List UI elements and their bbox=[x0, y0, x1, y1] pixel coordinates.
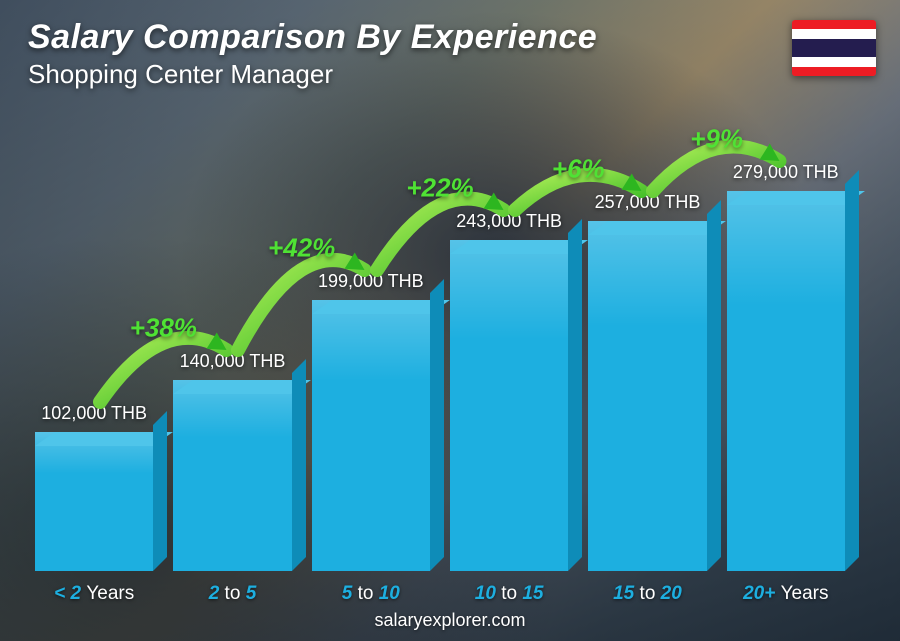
footer-attribution: salaryexplorer.com bbox=[374, 610, 525, 631]
bar-side-face bbox=[430, 279, 444, 571]
bar-value-label: 279,000 THB bbox=[733, 162, 839, 183]
bar-front-face bbox=[450, 240, 568, 571]
bar-category-label: < 2 Years bbox=[54, 583, 134, 605]
flag-stripe bbox=[792, 29, 876, 38]
bar-side-face bbox=[568, 219, 582, 571]
flag-stripe bbox=[792, 57, 876, 66]
flag-thailand bbox=[792, 20, 876, 76]
bar bbox=[173, 380, 291, 571]
flag-stripe bbox=[792, 39, 876, 58]
bar-side-face bbox=[153, 411, 167, 571]
bar-category-label: 2 to 5 bbox=[209, 583, 257, 605]
title-block: Salary Comparison By Experience Shopping… bbox=[28, 18, 597, 90]
bar-front-face bbox=[173, 380, 291, 571]
bar-top-face bbox=[588, 221, 726, 235]
bar-slot: 257,000 THB15 to 20 bbox=[588, 192, 706, 571]
bar bbox=[727, 191, 845, 571]
bar-front-face bbox=[588, 221, 706, 571]
bar-value-label: 199,000 THB bbox=[318, 271, 424, 292]
bar-side-face bbox=[707, 200, 721, 571]
bar-slot: 243,000 THB10 to 15 bbox=[450, 211, 568, 571]
bar bbox=[450, 240, 568, 571]
bar-side-face bbox=[292, 359, 306, 571]
bar-top-face bbox=[173, 380, 311, 394]
bar bbox=[588, 221, 706, 571]
bar-slot: 102,000 THB< 2 Years bbox=[35, 403, 153, 571]
bar-value-label: 102,000 THB bbox=[41, 403, 147, 424]
bar-category-label: 15 to 20 bbox=[613, 583, 682, 605]
bar bbox=[35, 432, 153, 571]
bar-category-label: 20+ Years bbox=[743, 583, 828, 605]
bar bbox=[312, 300, 430, 571]
bar-chart: 102,000 THB< 2 Years140,000 THB2 to 5199… bbox=[35, 111, 845, 571]
bar-front-face bbox=[35, 432, 153, 571]
chart-title: Salary Comparison By Experience bbox=[28, 18, 597, 57]
chart-subtitle: Shopping Center Manager bbox=[28, 59, 597, 90]
bar-value-label: 257,000 THB bbox=[595, 192, 701, 213]
bar-value-label: 140,000 THB bbox=[180, 351, 286, 372]
flag-stripe bbox=[792, 20, 876, 29]
bar-front-face bbox=[727, 191, 845, 571]
flag-stripe bbox=[792, 67, 876, 76]
bar-category-label: 5 to 10 bbox=[342, 583, 400, 605]
bar-value-label: 243,000 THB bbox=[456, 211, 562, 232]
bar-front-face bbox=[312, 300, 430, 571]
bar-category-label: 10 to 15 bbox=[475, 583, 544, 605]
bar-slot: 279,000 THB20+ Years bbox=[727, 162, 845, 571]
bar-slot: 199,000 THB5 to 10 bbox=[312, 271, 430, 571]
bar-slot: 140,000 THB2 to 5 bbox=[173, 351, 291, 571]
bar-side-face bbox=[845, 170, 859, 571]
